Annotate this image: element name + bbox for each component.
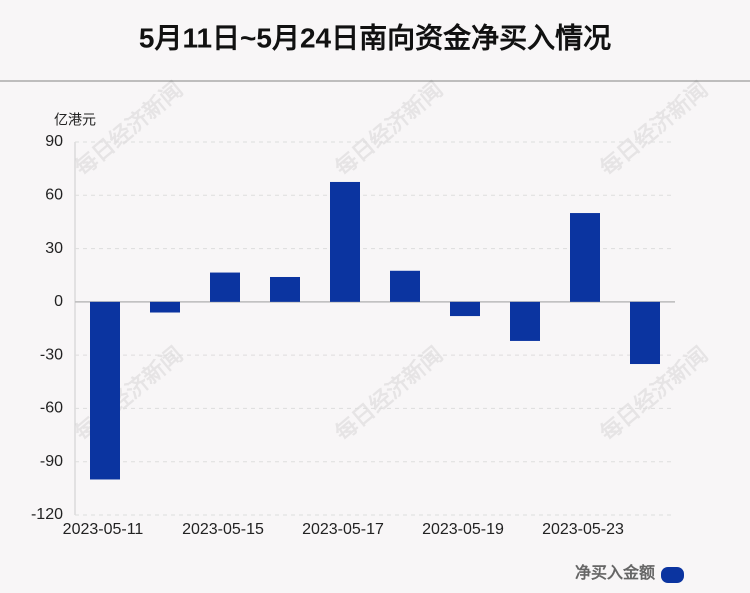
y-tick-label: -90: [40, 453, 63, 470]
bar: [150, 301, 180, 313]
bar: [330, 181, 360, 302]
legend-label: 净买入金额: [575, 563, 655, 582]
x-tick-label: 2023-05-19: [422, 521, 504, 538]
bar: [90, 301, 120, 480]
bar: [270, 276, 300, 302]
bar: [630, 301, 660, 365]
y-tick-label: -30: [40, 346, 63, 363]
x-tick-label: 2023-05-23: [542, 521, 624, 538]
bar: [510, 301, 540, 341]
y-tick-label: -60: [40, 400, 63, 417]
chart-title: 5月11日~5月24日南向资金净买入情况: [139, 21, 611, 53]
y-tick-label: 0: [54, 293, 63, 310]
y-tick-label: 30: [45, 240, 63, 257]
x-tick-label: 2023-05-11: [63, 521, 144, 538]
bar: [210, 272, 240, 302]
bar: [570, 213, 600, 302]
y-tick-label: 60: [45, 187, 63, 204]
x-tick-label: 2023-05-17: [302, 521, 384, 538]
bar: [390, 270, 420, 302]
y-tick-label: 90: [45, 133, 63, 150]
y-tick-label: -120: [31, 506, 63, 523]
x-tick-label: 2023-05-15: [182, 521, 264, 538]
y-axis-label: 亿港元: [54, 112, 96, 128]
bar: [450, 301, 480, 317]
legend-swatch: [661, 567, 684, 583]
